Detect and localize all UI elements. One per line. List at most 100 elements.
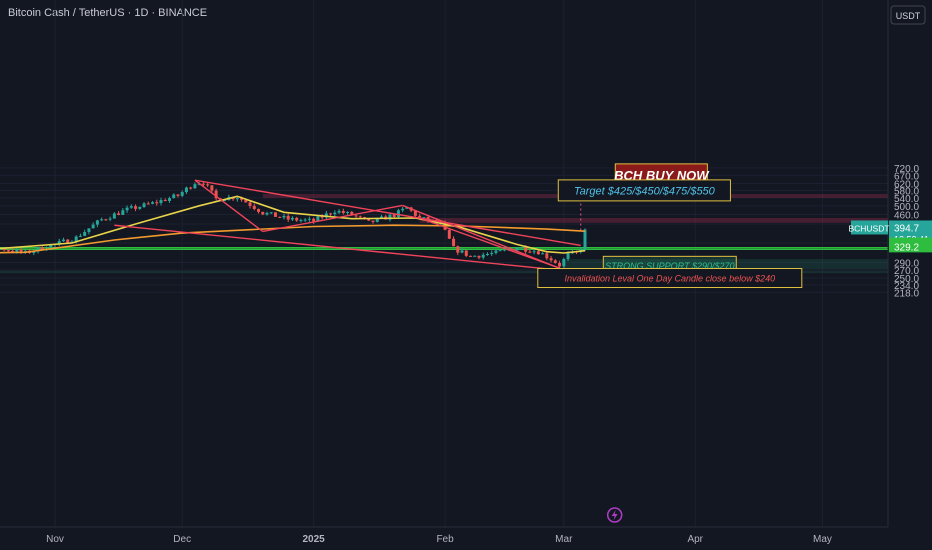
candle[interactable]: [108, 218, 112, 220]
candle[interactable]: [273, 212, 277, 217]
candle[interactable]: [66, 239, 70, 243]
candle[interactable]: [553, 260, 557, 263]
candle[interactable]: [583, 229, 587, 250]
candle[interactable]: [193, 184, 197, 189]
candle[interactable]: [125, 207, 129, 211]
candle[interactable]: [456, 246, 460, 253]
candle[interactable]: [172, 194, 176, 199]
candle[interactable]: [295, 217, 299, 221]
candle[interactable]: [320, 216, 324, 218]
candle[interactable]: [519, 247, 523, 249]
candle[interactable]: [481, 254, 485, 258]
candle[interactable]: [558, 262, 562, 267]
candle[interactable]: [541, 253, 545, 255]
candle[interactable]: [248, 202, 252, 206]
candle[interactable]: [316, 216, 320, 222]
candle[interactable]: [549, 258, 553, 261]
candle[interactable]: [83, 232, 87, 236]
candle[interactable]: [240, 198, 244, 200]
candle[interactable]: [201, 183, 205, 185]
candle[interactable]: [197, 183, 201, 185]
candle[interactable]: [396, 210, 400, 217]
candle[interactable]: [142, 203, 146, 208]
annotation-box[interactable]: [557, 179, 731, 202]
candle[interactable]: [545, 253, 549, 259]
candle[interactable]: [473, 255, 477, 257]
candle[interactable]: [87, 228, 91, 233]
candle[interactable]: [163, 200, 167, 202]
lightning-icon[interactable]: [606, 507, 623, 523]
candle[interactable]: [375, 218, 379, 222]
candle[interactable]: [2, 248, 6, 251]
candle[interactable]: [100, 219, 104, 221]
candle[interactable]: [562, 258, 566, 267]
trend-line[interactable]: [402, 204, 565, 271]
candle[interactable]: [524, 247, 528, 252]
candle[interactable]: [464, 250, 468, 256]
candle[interactable]: [286, 215, 290, 220]
candle[interactable]: [155, 202, 159, 204]
candle[interactable]: [95, 220, 99, 225]
candle[interactable]: [401, 208, 405, 211]
candle[interactable]: [528, 251, 532, 253]
candle[interactable]: [167, 198, 171, 201]
candle[interactable]: [494, 250, 498, 253]
candle[interactable]: [452, 238, 456, 247]
candle[interactable]: [329, 213, 333, 215]
candle[interactable]: [265, 213, 269, 215]
candle[interactable]: [350, 211, 354, 216]
trend-line[interactable]: [194, 179, 264, 233]
candle[interactable]: [477, 255, 481, 258]
candle[interactable]: [138, 207, 142, 209]
candle[interactable]: [405, 207, 409, 209]
candle[interactable]: [11, 250, 15, 253]
candle[interactable]: [189, 187, 193, 189]
candle[interactable]: [176, 194, 180, 196]
candle[interactable]: [324, 213, 328, 218]
candle[interactable]: [515, 247, 519, 251]
candle[interactable]: [206, 184, 210, 186]
candle[interactable]: [261, 211, 265, 215]
candle[interactable]: [146, 203, 150, 205]
candle[interactable]: [447, 229, 451, 239]
candle[interactable]: [333, 212, 337, 215]
candle[interactable]: [422, 217, 426, 219]
candle[interactable]: [469, 255, 473, 257]
candle[interactable]: [346, 211, 350, 214]
candle[interactable]: [223, 200, 227, 202]
candle[interactable]: [257, 209, 261, 212]
candle[interactable]: [121, 210, 125, 215]
candle[interactable]: [498, 250, 502, 252]
candle[interactable]: [367, 218, 371, 221]
trend-line[interactable]: [419, 217, 560, 269]
candle[interactable]: [23, 250, 27, 253]
candle[interactable]: [354, 215, 358, 217]
candle[interactable]: [36, 247, 40, 252]
candle[interactable]: [61, 239, 65, 242]
candle[interactable]: [312, 218, 316, 222]
candle[interactable]: [19, 249, 23, 253]
candle[interactable]: [57, 241, 61, 244]
candle[interactable]: [532, 251, 536, 253]
candle[interactable]: [91, 224, 95, 229]
candle[interactable]: [134, 206, 138, 209]
trend-line[interactable]: [194, 179, 581, 247]
candle[interactable]: [74, 236, 78, 242]
candle[interactable]: [40, 247, 44, 251]
candle[interactable]: [151, 202, 155, 204]
candle[interactable]: [278, 216, 282, 218]
candle[interactable]: [235, 198, 239, 200]
candle[interactable]: [502, 249, 506, 251]
candle[interactable]: [392, 214, 396, 217]
candle[interactable]: [282, 215, 286, 218]
candle[interactable]: [379, 216, 383, 219]
candle[interactable]: [210, 185, 214, 191]
price-axis[interactable]: [888, 0, 932, 550]
trend-line[interactable]: [262, 204, 403, 233]
candle[interactable]: [78, 235, 82, 237]
candle[interactable]: [32, 251, 36, 254]
candle[interactable]: [490, 252, 494, 255]
candle[interactable]: [214, 190, 218, 199]
candle[interactable]: [104, 219, 108, 221]
